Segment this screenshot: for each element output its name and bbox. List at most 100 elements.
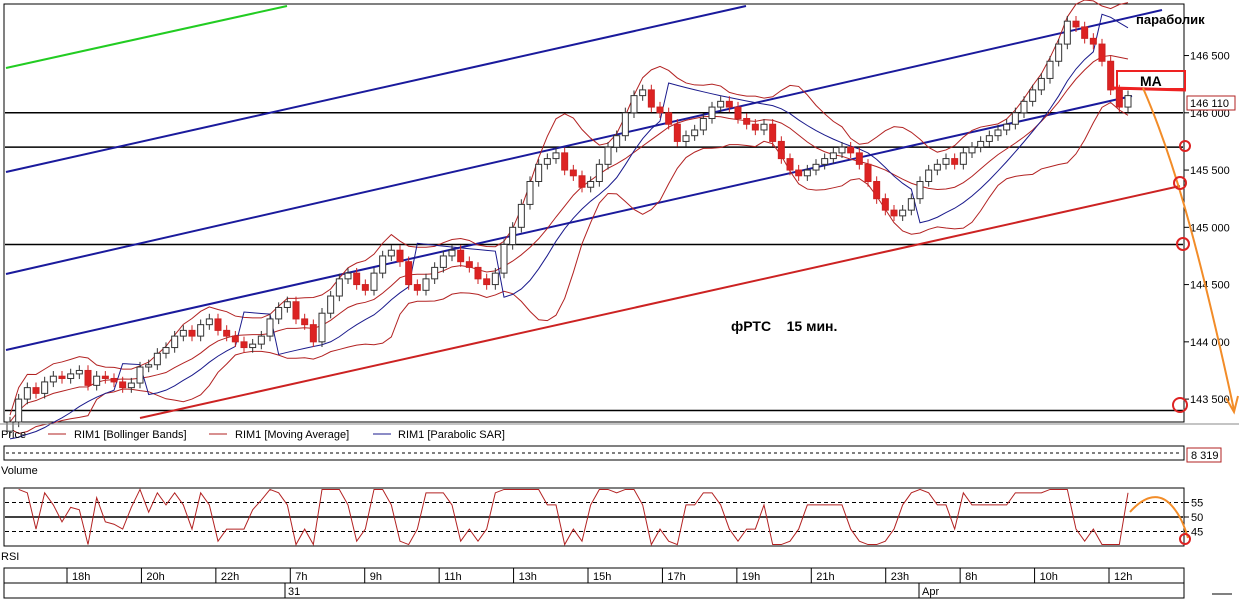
volume-value-label: 8 319: [1191, 450, 1219, 462]
time-tick-label: 23h: [891, 571, 909, 583]
candle-body: [171, 335, 179, 349]
candle-body: [795, 169, 803, 177]
candle-body: [448, 249, 456, 257]
candle-body: [1124, 95, 1132, 108]
candle-body: [855, 152, 863, 165]
candle-body: [665, 112, 673, 125]
time-tick-label: 13h: [519, 571, 537, 583]
candle-body: [318, 312, 326, 343]
blue-channel-middle: [5, 9, 1163, 275]
target-circle-3: [1176, 237, 1190, 251]
candle-body: [959, 152, 967, 165]
rsi-levels: 55 50 45: [5, 498, 1203, 539]
candle-body: [32, 387, 40, 394]
time-tick-label: 12h: [1114, 571, 1132, 583]
candle-body: [23, 387, 31, 400]
candle-body: [188, 329, 196, 337]
candle-body: [491, 272, 499, 286]
rsi-tick-label: 55: [1191, 498, 1203, 510]
candle-body: [1089, 37, 1097, 45]
price-tick-label: 143 500: [1190, 394, 1230, 406]
candle-body: [916, 181, 924, 200]
candle-body: [41, 381, 49, 394]
legend-parabolic-sar: RIM1 [Parabolic SAR]: [398, 429, 505, 441]
time-tick-label: 17h: [667, 571, 685, 583]
candle-body: [1115, 89, 1123, 108]
candle-body: [49, 375, 57, 383]
candle-body: [864, 163, 872, 183]
candle-body: [803, 169, 811, 177]
candle-body: [569, 169, 577, 177]
candle-body: [595, 163, 603, 183]
candlestick-series: [6, 16, 1132, 437]
candle-body: [67, 373, 75, 379]
time-tick-label: 15h: [593, 571, 611, 583]
candle-body: [639, 89, 647, 97]
candle-body: [699, 118, 707, 131]
candle-body: [231, 335, 239, 343]
candle-body: [933, 163, 941, 171]
candle-body: [1098, 43, 1106, 62]
candle-body: [413, 284, 421, 291]
candle-body: [682, 135, 690, 142]
candle-body: [396, 249, 404, 263]
candle-body: [578, 175, 586, 188]
blue-channel-upper: [5, 5, 747, 173]
price-tick-label: 145 000: [1190, 222, 1230, 234]
forecast-arrow: [1142, 87, 1235, 411]
candle-body: [1081, 26, 1089, 39]
price-tick-label: 145 500: [1190, 165, 1230, 177]
candle-body: [734, 106, 742, 120]
candle-body: [205, 318, 213, 326]
candle-body: [84, 369, 92, 386]
candle-body: [1020, 100, 1028, 114]
green-trendline: [5, 5, 288, 69]
candle-body: [179, 329, 187, 337]
candle-body: [899, 209, 907, 217]
candle-body: [708, 106, 716, 120]
candle-body: [145, 364, 153, 368]
candle-body: [405, 261, 413, 286]
candle-body: [769, 123, 777, 142]
instrument-annotation: фРТС 15 мин.: [731, 318, 837, 334]
price-tick-label: 146 000: [1190, 108, 1230, 120]
candle-body: [951, 158, 959, 165]
candle-body: [422, 278, 430, 291]
bollinger-upper-line: [9, 0, 1129, 416]
volume-value-box: [1186, 447, 1222, 463]
candle-body: [257, 335, 265, 345]
rsi-target-circle: [1179, 533, 1191, 545]
price-tick-label: 144 000: [1190, 337, 1230, 349]
candle-body: [743, 118, 751, 125]
candle-body: [240, 341, 248, 349]
candle-body: [292, 301, 300, 320]
date-label: Apr: [922, 586, 939, 598]
current-price-label: 146 110: [1190, 98, 1229, 110]
candle-body: [613, 135, 621, 148]
candle-body: [1055, 43, 1063, 62]
candle-body: [370, 272, 378, 291]
legend-price: Price: [1, 429, 26, 441]
candle-body: [214, 318, 222, 331]
time-tick-label: 20h: [146, 571, 164, 583]
candle-body: [994, 129, 1002, 137]
target-circle-2: [1173, 176, 1187, 190]
candle-body: [526, 181, 534, 205]
target-circle-4: [1172, 397, 1188, 413]
candle-body: [751, 123, 759, 131]
price-axis-ticks: 146 500 146 000 145 500 145 000 144 500 144 0…: [1184, 51, 1230, 406]
candle-body: [925, 169, 933, 183]
candle-body: [977, 140, 985, 148]
candle-body: [439, 255, 447, 268]
candle-body: [1029, 89, 1037, 102]
candle-body: [361, 284, 369, 291]
candle-body: [6, 421, 14, 432]
candle-body: [110, 377, 118, 383]
parabolic-annotation: параболик: [1136, 12, 1205, 27]
horizontal-levels: [5, 112, 1183, 412]
candle-body: [647, 89, 655, 108]
rsi-tick-label: 45: [1191, 527, 1203, 539]
candle-body: [509, 226, 517, 245]
candle-body: [1072, 20, 1080, 28]
